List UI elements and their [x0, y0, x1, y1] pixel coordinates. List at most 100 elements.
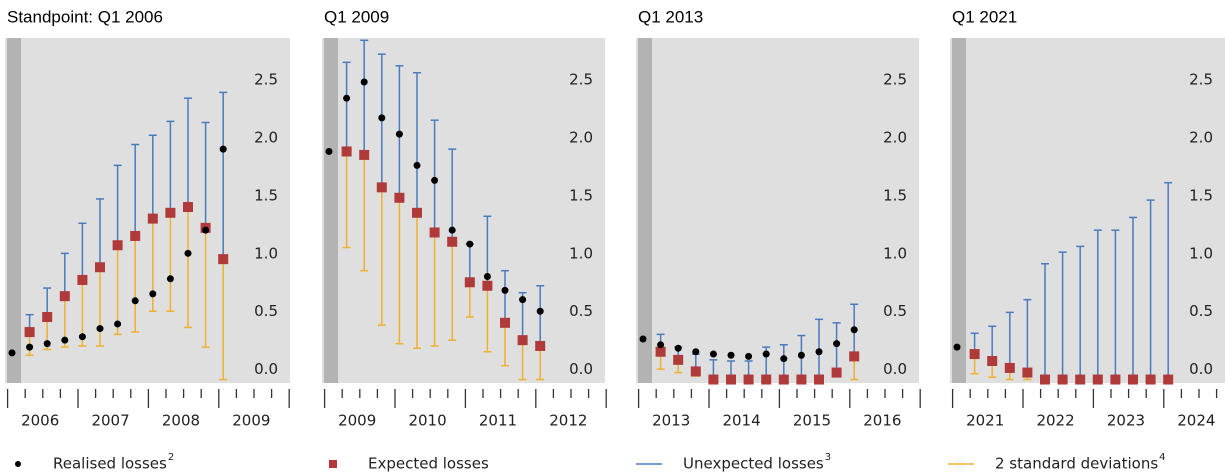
expected-loss: [165, 207, 176, 218]
x-tick-label: 2009: [232, 412, 270, 430]
realised-loss: [114, 320, 122, 328]
x-tick-label: 2009: [338, 412, 376, 430]
realised-loss: [43, 340, 51, 348]
y-tick-label: 2.5: [1189, 71, 1213, 89]
expected-loss: [218, 254, 229, 265]
expected-loss: [690, 366, 701, 377]
expected-loss: [412, 207, 422, 218]
realised-loss: [96, 325, 104, 333]
expected-loss: [673, 354, 684, 365]
legend-note: 3: [825, 452, 831, 463]
y-tick-label: 1.5: [254, 186, 278, 204]
realised-loss: [466, 240, 474, 248]
y-tick-label: 2.0: [569, 128, 593, 146]
realised-loss: [815, 348, 823, 356]
expected-loss: [1110, 374, 1121, 385]
expected-loss: [1004, 362, 1015, 373]
x-tick-label: 2007: [91, 412, 129, 430]
y-tick-label: 1.5: [883, 186, 907, 204]
expected-loss: [761, 374, 772, 385]
expected-loss: [849, 351, 860, 362]
legend-label: Expected losses: [368, 455, 489, 473]
realised-loss: [536, 307, 544, 315]
plot-area: [950, 38, 1225, 383]
y-tick-label: 0.5: [569, 302, 593, 320]
y-tick-label: 0.0: [569, 360, 593, 378]
x-tick-label: 2011: [479, 412, 517, 430]
expected-loss: [1022, 367, 1033, 378]
standpoint-band: [7, 38, 21, 383]
y-tick-label: 1.5: [569, 186, 593, 204]
x-tick-label: 2021: [966, 412, 1004, 430]
x-tick-label: 2022: [1036, 412, 1074, 430]
x-tick-label: 2014: [722, 412, 760, 430]
y-tick-label: 1.5: [1189, 186, 1213, 204]
realised-loss: [745, 352, 753, 360]
realised-loss: [953, 343, 961, 351]
y-tick-label: 2.0: [883, 128, 907, 146]
realised-loss: [26, 343, 34, 351]
expected-loss: [394, 192, 405, 203]
expected-loss: [376, 182, 387, 193]
legend-label: 2 standard deviations: [995, 455, 1158, 473]
expected-loss: [1075, 374, 1086, 385]
realised-loss: [61, 336, 69, 344]
realised-loss: [797, 351, 805, 359]
expected-loss: [987, 356, 998, 367]
realised-loss: [657, 341, 665, 349]
y-tick-label: 2.0: [254, 128, 278, 146]
expected-loss: [447, 236, 458, 247]
realised-loss: [325, 147, 333, 155]
x-tick-label: 2008: [162, 412, 200, 430]
realised-loss: [692, 348, 700, 356]
expected-loss: [655, 346, 666, 357]
x-tick-label: 2023: [1107, 412, 1145, 430]
x-tick-label: 2016: [863, 412, 901, 430]
realised-loss: [360, 78, 368, 86]
realised-loss: [762, 350, 770, 358]
y-tick-label: 2.5: [883, 71, 907, 89]
expected-loss: [147, 213, 158, 224]
legend-label: Realised losses: [53, 455, 167, 473]
y-tick-label: 0.0: [1189, 360, 1213, 378]
expected-loss: [429, 227, 440, 238]
y-tick-label: 0.0: [254, 360, 278, 378]
realised-loss: [639, 335, 647, 343]
x-tick-label: 2010: [408, 412, 446, 430]
realised-loss: [674, 344, 682, 352]
realised-loss: [219, 145, 227, 153]
panel-title: Q1 2021: [952, 7, 1017, 26]
expected-loss: [726, 374, 736, 385]
y-tick-label: 0.5: [883, 302, 907, 320]
expected-loss: [969, 349, 980, 360]
realised-loss: [166, 275, 174, 283]
y-tick-label: 0.0: [883, 360, 907, 378]
standpoint-band: [324, 38, 338, 383]
expected-loss: [517, 335, 528, 346]
legend-note: 4: [1159, 452, 1165, 463]
x-tick-label: 2012: [549, 412, 587, 430]
y-tick-label: 0.5: [1189, 302, 1213, 320]
expected-loss: [359, 149, 370, 160]
realised-loss: [833, 340, 841, 348]
expected-loss: [130, 230, 141, 241]
expected-loss: [24, 327, 35, 338]
x-tick-label: 2015: [793, 412, 831, 430]
expected-loss: [95, 262, 105, 273]
y-tick-label: 1.0: [883, 244, 907, 262]
expected-loss: [831, 367, 842, 378]
plot-area: [636, 38, 919, 383]
expected-loss: [814, 374, 824, 385]
expected-loss: [1057, 374, 1068, 385]
panel-title: Standpoint: Q1 2006: [7, 7, 163, 26]
y-tick-label: 2.5: [569, 71, 593, 89]
y-tick-label: 2.5: [254, 71, 278, 89]
realised-loss: [202, 226, 210, 234]
realised-loss: [780, 355, 788, 363]
realised-loss: [413, 161, 421, 169]
realised-loss: [519, 296, 527, 304]
x-tick-label: 2013: [652, 412, 690, 430]
legend-marker: [329, 460, 337, 468]
y-tick-label: 1.0: [569, 244, 593, 262]
x-tick-label: 2024: [1177, 412, 1215, 430]
